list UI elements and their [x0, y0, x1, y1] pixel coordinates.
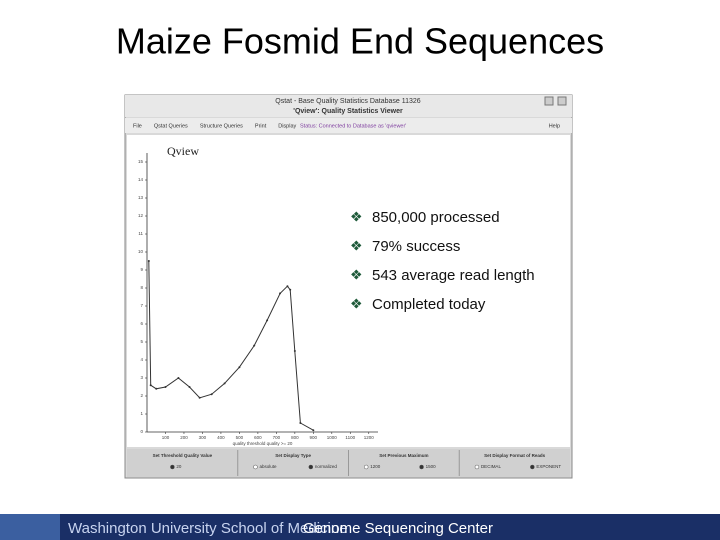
curve-point [253, 344, 256, 347]
curve-point [312, 429, 315, 432]
curve-point [164, 386, 167, 388]
radio-label[interactable]: DECIMAL [481, 464, 502, 469]
radio-label[interactable]: normalized [315, 464, 338, 469]
menu-item[interactable]: Qstat Queries [154, 123, 188, 129]
y-tick-label: 12 [138, 213, 144, 218]
radio-label[interactable]: EXPONENT [536, 464, 561, 469]
slide-title: Maize Fosmid End Sequences [116, 21, 604, 62]
radio-label[interactable]: 1200 [370, 464, 381, 469]
window-title: Qstat - Base Quality Statistics Database… [275, 98, 420, 105]
bullet-text: 543 average read length [372, 267, 535, 284]
title-bar [125, 95, 572, 117]
y-tick-label: 2 [140, 393, 143, 398]
footer-accent [0, 514, 60, 540]
curve-point [279, 292, 282, 295]
control-title: Set Display Format of Reads [484, 453, 546, 458]
curve-point [266, 319, 269, 322]
close-button[interactable] [557, 96, 567, 106]
bullet-symbol: ❖ [350, 238, 363, 254]
curve-point [177, 377, 180, 379]
menu-bar [125, 118, 572, 133]
plot-panel [127, 135, 570, 447]
bullet-text: 79% success [372, 238, 460, 255]
footer-left: Washington University School of Medicine [68, 520, 348, 537]
y-tick-label: 9 [140, 267, 143, 272]
radio-label[interactable]: 20 [176, 464, 182, 469]
curve-point [210, 393, 213, 396]
radio-button[interactable] [474, 464, 480, 470]
y-tick-label: 6 [140, 321, 143, 326]
curve-point [223, 382, 226, 385]
status-text: Status: Connected to Database as 'qviewe… [300, 123, 406, 129]
curve-point [147, 260, 150, 262]
radio-label[interactable]: 1500 [426, 464, 437, 469]
bullet-symbol: ❖ [350, 296, 363, 312]
x-tick-label: 200 [180, 435, 188, 440]
x-tick-label: 400 [217, 435, 225, 440]
y-tick-label: 4 [140, 357, 143, 362]
window-subtitle: 'Qview': Quality Statistics Viewer [293, 108, 403, 115]
help-menu[interactable]: Help [549, 123, 560, 129]
y-tick-label: 8 [140, 285, 143, 290]
curve-point [293, 350, 296, 352]
x-tick-label: 500 [236, 435, 244, 440]
x-tick-label: 1000 [327, 435, 338, 440]
x-tick-label: 600 [254, 435, 262, 440]
curve-point [286, 285, 289, 288]
control-title: Set Threshold Quality Value [153, 453, 213, 458]
bullet-text: Completed today [372, 296, 486, 313]
footer-band [0, 514, 720, 540]
menu-item[interactable]: File [133, 123, 142, 129]
x-tick-label: 700 [273, 435, 281, 440]
y-tick-label: 10 [138, 249, 144, 254]
curve-point [198, 396, 201, 399]
control-title: Set Previous Maximum [379, 453, 428, 458]
curve-point [238, 366, 241, 369]
minimize-button[interactable] [544, 96, 554, 106]
curve-point [188, 386, 191, 388]
footer-right: Genome Sequencing Center [303, 520, 493, 537]
y-tick-label: 7 [140, 303, 143, 308]
y-tick-label: 0 [140, 429, 143, 434]
radio-button[interactable] [419, 464, 424, 470]
y-tick-label: 11 [138, 231, 143, 236]
menu-item[interactable]: Structure Queries [200, 123, 243, 129]
curve-point [149, 384, 152, 387]
control-title: Set Display Type [275, 453, 311, 458]
y-tick-label: 5 [140, 339, 143, 344]
x-tick-label: 800 [291, 435, 299, 440]
x-tick-label: 300 [199, 435, 207, 440]
panel-label: Qview [167, 144, 199, 158]
y-tick-label: 14 [138, 177, 144, 182]
menu-item[interactable]: Display [278, 123, 296, 129]
radio-button[interactable] [363, 464, 369, 470]
x-tick-label: 900 [310, 435, 318, 440]
radio-button[interactable] [530, 464, 535, 470]
radio-label[interactable]: absolute [259, 464, 277, 469]
curve-point [289, 288, 292, 291]
y-tick-label: 15 [138, 159, 144, 164]
y-tick-label: 1 [140, 411, 143, 416]
quality-curve [148, 260, 314, 431]
bullet-symbol: ❖ [350, 209, 363, 225]
menu-item[interactable]: Print [255, 123, 267, 129]
bullet-text: 850,000 processed [372, 209, 500, 226]
x-tick-label: 100 [162, 435, 170, 440]
radio-button[interactable] [253, 464, 258, 470]
x-tick-label: 1200 [364, 435, 375, 440]
bullet-symbol: ❖ [350, 267, 363, 283]
radio-button[interactable] [308, 464, 314, 470]
radio-button[interactable] [170, 464, 175, 470]
curve-point [299, 422, 302, 424]
curve-point [155, 387, 158, 390]
y-tick-label: 13 [138, 195, 144, 200]
x-tick-label: 1100 [345, 435, 355, 440]
y-tick-label: 3 [140, 375, 143, 380]
x-axis-label: quality threshold quality >= 20 [233, 441, 293, 446]
